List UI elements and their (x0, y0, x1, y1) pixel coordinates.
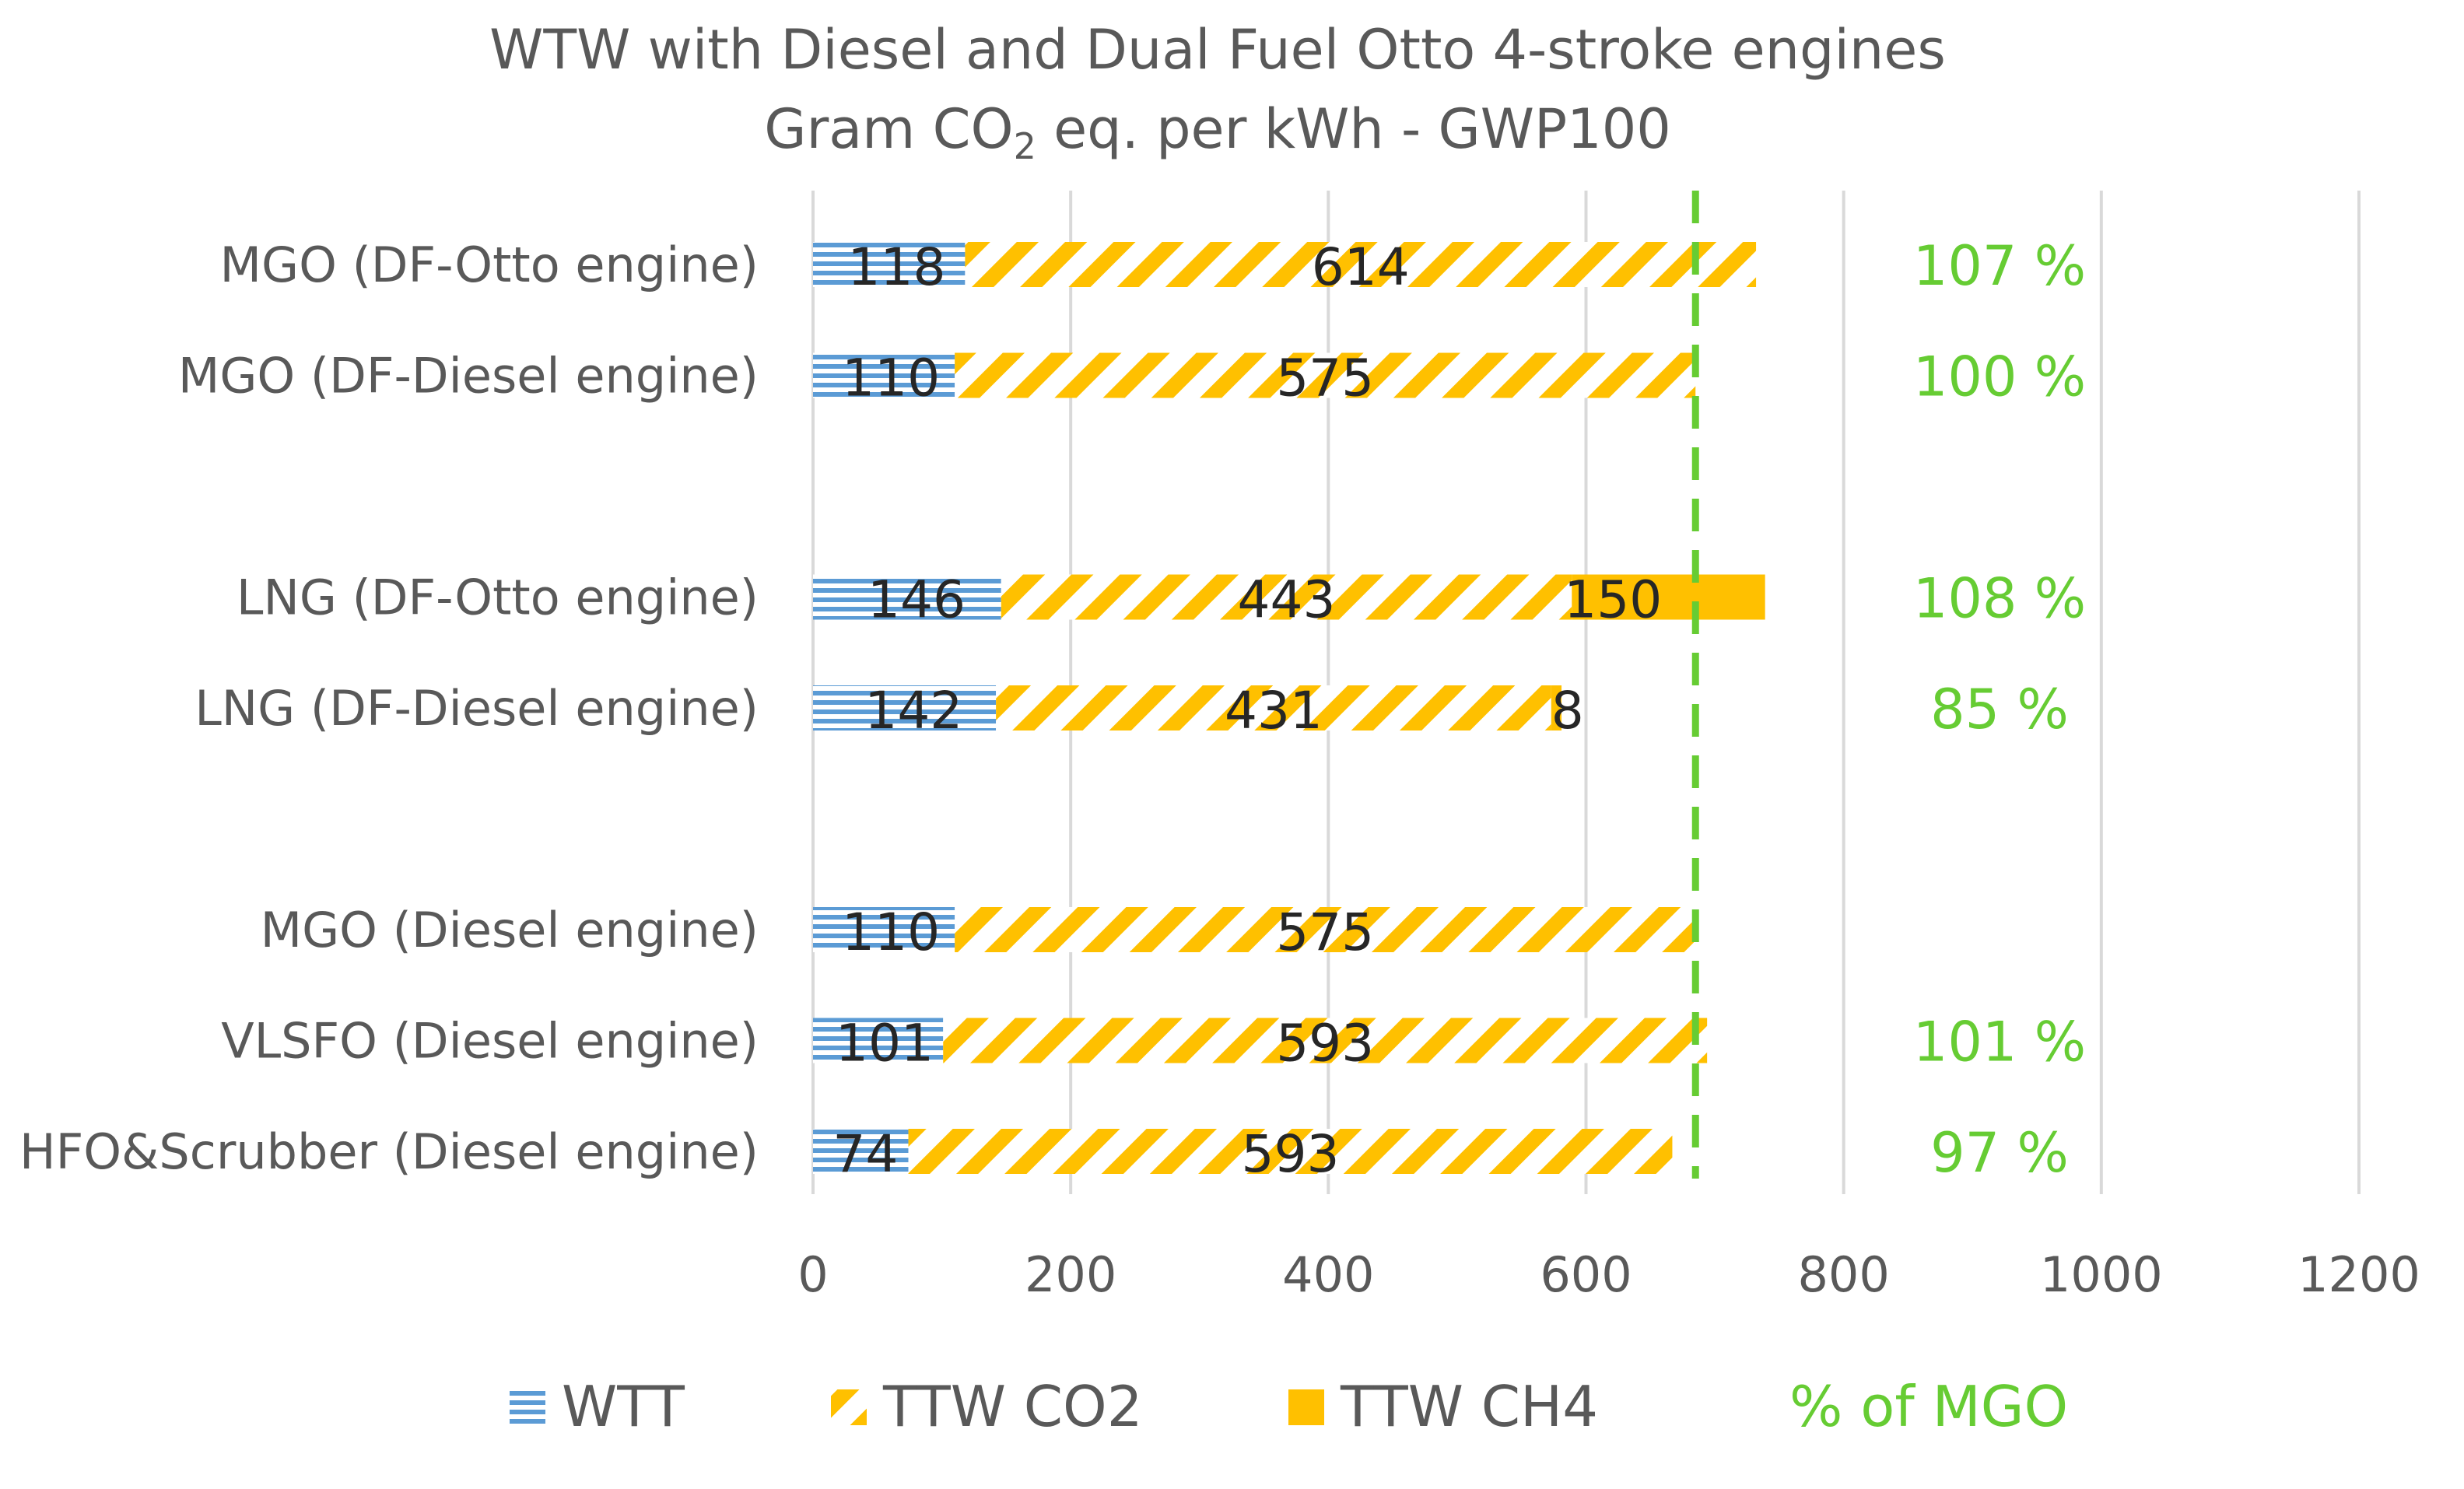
x-tick-0: 0 (797, 1246, 828, 1303)
pct-label-9: 97 % (1930, 1121, 2069, 1185)
chart-title: WTW with Diesel and Dual Fuel Otto 4-str… (489, 18, 1946, 82)
bar-ttw-co2-8 (943, 1018, 1708, 1063)
bar-ttw-co2-5 (996, 685, 1551, 730)
x-tick-1200: 1200 (2298, 1246, 2420, 1303)
category-labels: MGO (DF-Otto engine) MGO (DF-Diesel engin… (19, 236, 759, 1180)
x-axis-tick-labels: 0 200 400 600 800 1000 1200 (797, 1246, 2420, 1303)
data-label-wtt-2: 110 (842, 349, 940, 408)
legend-item-ttw-co2: TTW CO2 (831, 1374, 1143, 1439)
bar-wtt-4 (813, 574, 1001, 620)
bar-ttw-ch4-5 (1551, 685, 1562, 730)
data-label-wtt-4: 146 (867, 570, 966, 630)
data-label-wtt-5: 142 (864, 681, 962, 741)
category-label-lng-df-diesel-engine: LNG (DF-Diesel engine) (195, 680, 759, 737)
legend-label-ttw-ch4: TTW CH4 (1340, 1374, 1598, 1439)
legend-swatch-ttw-ch4 (1288, 1389, 1324, 1425)
data-label-wtt-1: 118 (847, 237, 945, 297)
legend-label-ttw-co2: TTW CO2 (882, 1374, 1143, 1439)
bar-ttw-co2-2 (955, 352, 1696, 398)
data-label-wtt-9: 74 (832, 1124, 898, 1184)
pct-label-8: 101 % (1913, 1011, 2086, 1074)
data-label-wtt-8: 101 (836, 1014, 934, 1074)
category-label-lng-df-otto-engine: LNG (DF-Otto engine) (237, 569, 759, 626)
bar-ttw-ch4-4 (1572, 574, 1765, 620)
data-label-ttw-ch4-5: 8 (1551, 681, 1584, 741)
data-labels: 118 614 110 575 146 443 150 142 431 8 110 575 101 593… (832, 237, 1662, 1184)
legend-item-ttw-ch4: TTW CH4 (1288, 1374, 1598, 1439)
chart-subtitle: Gram CO2 eq. per kWh - GWP100 (764, 97, 1671, 167)
data-label-ttw-co2-4: 443 (1238, 570, 1336, 630)
bar-wtt-5 (813, 685, 997, 730)
bar-ttw-co2-9 (908, 1129, 1673, 1174)
legend-label-pct-of-mgo: % of MGO (1789, 1374, 2068, 1439)
legend: WTT TTW CO2 TTW CH4 % of MGO (510, 1374, 2068, 1439)
legend-label-wtt: WTT (562, 1374, 685, 1439)
x-tick-600: 600 (1540, 1246, 1632, 1303)
data-label-ttw-ch4-4: 150 (1564, 570, 1662, 630)
category-label-mgo-df-otto-engine: MGO (DF-Otto engine) (220, 236, 759, 293)
legend-item-wtt: WTT (510, 1374, 685, 1439)
category-label-vlsfo-diesel-engine: VLSFO (Diesel engine) (221, 1013, 759, 1070)
category-label-mgo-df-diesel-engine: MGO (DF-Diesel engine) (178, 348, 759, 405)
bar-ttw-co2-7 (955, 907, 1696, 952)
bar-wtt-1 (813, 242, 966, 287)
data-label-ttw-co2-8: 593 (1276, 1014, 1374, 1074)
data-label-ttw-co2-7: 575 (1276, 902, 1374, 962)
pct-label-1: 107 % (1913, 234, 2086, 298)
data-label-ttw-co2-5: 431 (1225, 681, 1323, 741)
data-label-ttw-co2-2: 575 (1276, 349, 1374, 408)
bar-segments (813, 242, 1765, 1174)
bar-ttw-co2-1 (965, 242, 1757, 287)
x-tick-200: 200 (1025, 1246, 1116, 1303)
bar-wtt-8 (813, 1018, 944, 1063)
category-label-hfo-and-scrubber-diesel-engine: HFO&Scrubber (Diesel engine) (19, 1123, 759, 1180)
legend-swatch-ttw-co2 (831, 1389, 867, 1425)
legend-swatch-wtt (510, 1389, 545, 1425)
data-label-ttw-co2-1: 614 (1312, 237, 1410, 297)
x-tick-1000: 1000 (2040, 1246, 2163, 1303)
bar-wtt-9 (813, 1129, 909, 1174)
pct-label-2: 100 % (1913, 345, 2086, 409)
pct-label-5: 85 % (1930, 678, 2069, 741)
data-label-wtt-7: 110 (842, 902, 940, 962)
x-tick-800: 800 (1797, 1246, 1889, 1303)
category-label-mgo-diesel-engine: MGO (Diesel engine) (261, 902, 759, 958)
bar-ttw-co2-4 (1001, 574, 1572, 620)
bar-wtt-7 (813, 907, 955, 952)
x-tick-400: 400 (1282, 1246, 1374, 1303)
bar-wtt-2 (813, 352, 955, 398)
pct-of-mgo-labels: 107 % 100 % 108 % 85 % 101 % 97 % (1913, 234, 2086, 1185)
pct-label-4: 108 % (1913, 567, 2086, 631)
data-label-ttw-co2-9: 593 (1241, 1124, 1339, 1184)
